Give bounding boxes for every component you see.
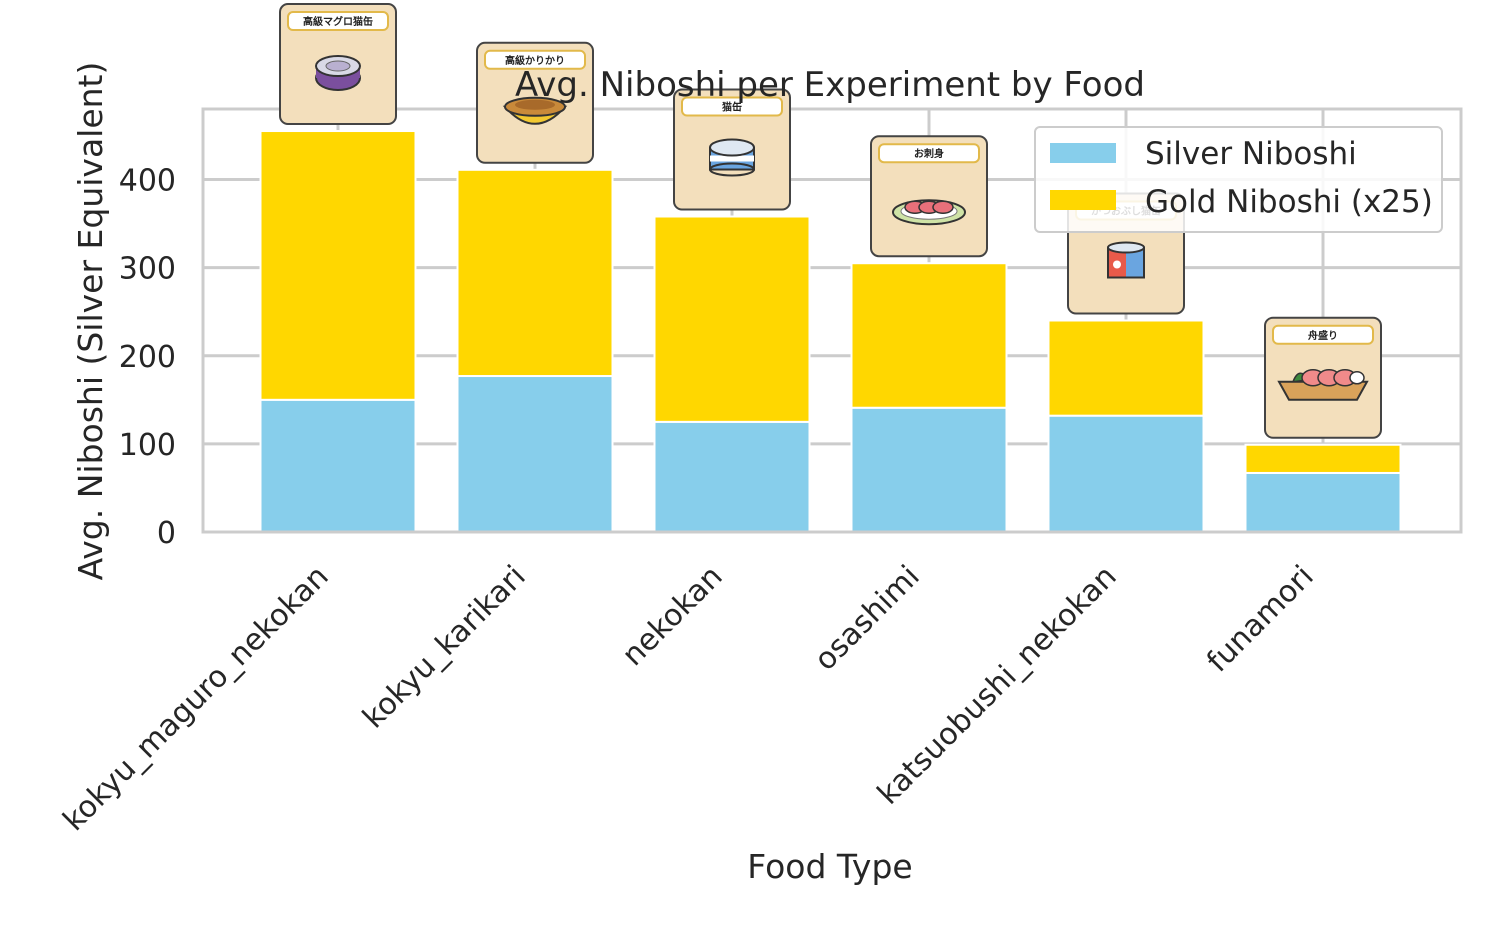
purple-tuna-can-icon [315, 55, 361, 92]
x-tick-labels: kokyu_maguro_nekokan kokyu_karikari nekoka… [56, 559, 1320, 838]
y-tick-label: 0 [157, 516, 176, 551]
y-axis-title: Avg. Niboshi (Silver Equivalent) [71, 62, 110, 581]
food-card-label: 猫缶 [722, 101, 742, 114]
food-card-label: お刺身 [914, 147, 944, 160]
x-tick-label: nekokan [616, 559, 730, 673]
food-card-label: 高級かりかり [505, 54, 565, 67]
bar-silver-kokyu-maguro-nekokan [259, 398, 417, 533]
y-tick-label: 200 [119, 340, 176, 375]
y-tick-label: 400 [119, 164, 176, 199]
food-card-label: 舟盛り [1308, 329, 1338, 342]
bar-gold-kokyu-karikari [456, 168, 614, 378]
bar-gold-nekokan [653, 215, 811, 423]
legend-label-gold: Gold Niboshi (x25) [1145, 184, 1433, 220]
blue-cat-food-can-icon [709, 138, 755, 177]
x-tick-label: kokyu_karikari [356, 559, 532, 735]
chart-title: Avg. Niboshi per Experiment by Food [515, 65, 1145, 105]
bar-gold-funamori [1244, 443, 1402, 474]
food-card-label: 高級マグロ猫缶 [303, 15, 373, 28]
sashimi-boat-icon [1277, 369, 1369, 401]
food-card-kokyu-karikari: 高級かりかり [476, 41, 594, 164]
plot-frame [201, 107, 1463, 534]
yellow-food-bowl-icon [502, 96, 568, 125]
y-tick-label: 100 [119, 428, 176, 463]
food-card-label-box [681, 96, 783, 117]
food-card-label-box [484, 49, 586, 70]
food-card-kokyu-maguro-nekokan: 高級マグロ猫缶 [279, 3, 397, 126]
bar-silver-osashimi [850, 406, 1008, 533]
y-tick-label: 300 [119, 252, 176, 287]
x-tick-label: osashimi [808, 559, 927, 678]
food-card-osashimi: お刺身 [870, 135, 988, 258]
food-card-label-box [878, 143, 980, 164]
x-tick-label: funamori [1200, 559, 1320, 679]
y-tick-labels: 0 100 200 300 400 [119, 164, 176, 552]
bonito-cat-can-icon [1107, 241, 1145, 279]
bar-silver-katsuobushi-nekokan [1047, 414, 1205, 533]
food-card-funamori: 舟盛り [1264, 316, 1382, 439]
bar-silver-nekokan [653, 420, 811, 533]
x-tick-label: kokyu_maguro_nekokan [56, 559, 335, 838]
legend: Silver Niboshi Gold Niboshi (x25) [1034, 126, 1443, 233]
legend-label-silver: Silver Niboshi [1145, 136, 1357, 172]
legend-frame [1034, 126, 1443, 233]
food-card-label-box [1272, 324, 1374, 345]
food-card-frame [870, 135, 988, 258]
bar-gold-kokyu-maguro-nekokan [259, 130, 417, 401]
bars [259, 130, 1402, 533]
sashimi-plate-icon [892, 199, 966, 226]
bar-silver-kokyu-karikari [456, 375, 614, 533]
bar-gold-osashimi [850, 262, 1008, 409]
bar-gold-katsuobushi-nekokan [1047, 319, 1205, 417]
legend-swatch-gold [1050, 190, 1116, 210]
food-card-nekokan: 猫缶 [673, 88, 791, 211]
bar-silver-funamori [1244, 471, 1402, 533]
x-axis-title: Food Type [747, 847, 912, 886]
legend-swatch-silver [1050, 143, 1116, 163]
food-card-label-box [287, 11, 389, 32]
